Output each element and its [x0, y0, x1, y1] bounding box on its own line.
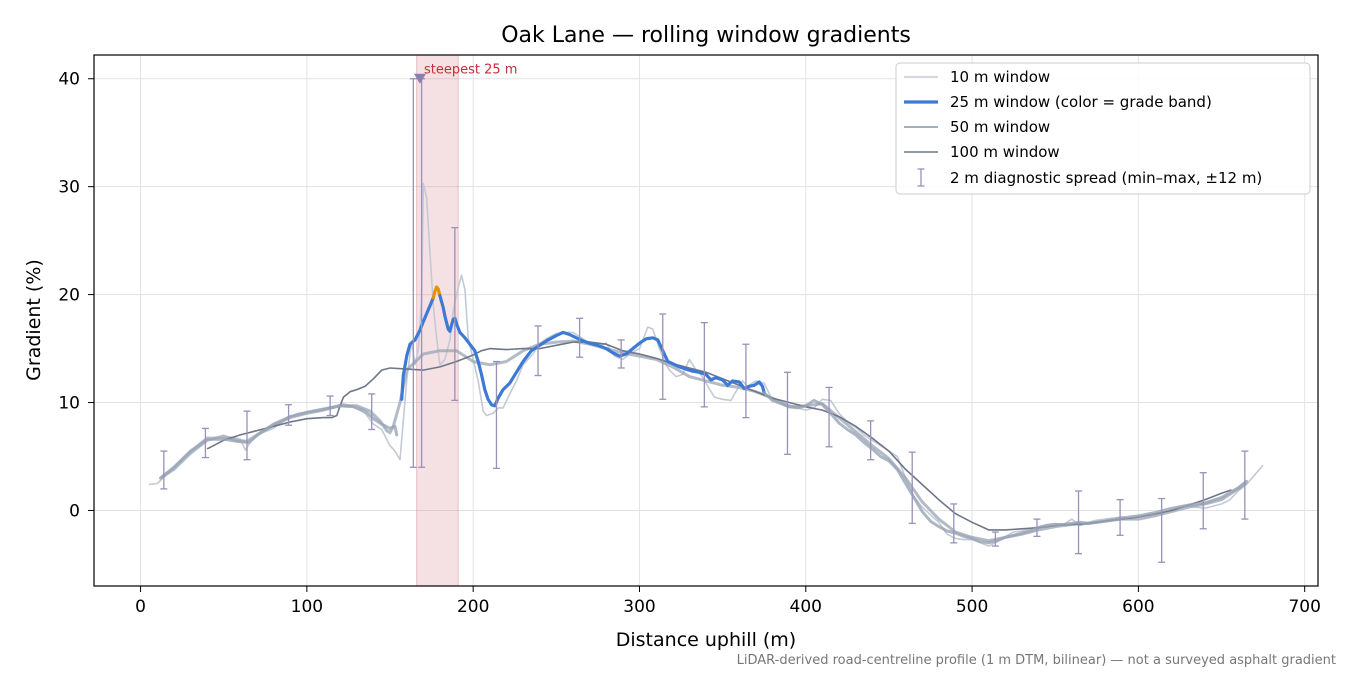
legend-label-10m: 10 m window	[950, 68, 1050, 86]
series-layer	[148, 182, 1264, 547]
series-line-25m	[438, 294, 766, 408]
x-tick-label: 400	[790, 597, 822, 617]
y-tick-label: 40	[58, 70, 80, 90]
error-bar	[285, 404, 293, 426]
x-tick-label: 700	[1288, 597, 1320, 617]
error-bar	[908, 451, 916, 525]
x-tick-label: 300	[623, 597, 655, 617]
x-tick-label: 500	[956, 597, 988, 617]
error-bar	[409, 78, 417, 468]
error-bar	[368, 393, 376, 431]
x-tick-label: 200	[457, 597, 489, 617]
error-bar	[617, 339, 625, 369]
steepest-annotation-label: steepest 25 m	[424, 63, 517, 78]
error-bar	[700, 322, 708, 408]
plot-area: steepest 25 m	[94, 54, 1318, 587]
x-tick-label: 100	[291, 597, 323, 617]
error-bar	[576, 317, 584, 358]
footnote: LiDAR-derived road-centreline profile (1…	[737, 653, 1336, 668]
error-bar	[1116, 499, 1124, 536]
error-bar	[1158, 497, 1166, 563]
legend-box	[895, 62, 1311, 195]
series-line-25m	[762, 391, 1248, 545]
series-line-25m	[159, 404, 399, 480]
y-tick-label: 20	[58, 286, 80, 306]
error-bar	[451, 227, 459, 402]
axis-ticks: 0 100 200 300 400 500 600 700 0 10 20 30 40	[58, 70, 1321, 617]
y-tick-label: 30	[58, 178, 80, 198]
legend-label-25m: 25 m window (color = grade band)	[950, 93, 1212, 111]
error-bar	[1199, 472, 1207, 530]
error-bar	[825, 386, 833, 448]
error-bar	[1075, 490, 1083, 555]
error-bar	[243, 410, 251, 461]
error-bar	[950, 503, 958, 544]
y-tick-label: 10	[58, 394, 80, 414]
error-bar	[201, 427, 209, 459]
y-axis-label: Gradient (%)	[23, 259, 45, 381]
legend-swatch-errorbar	[917, 168, 925, 187]
error-bar	[1241, 450, 1249, 520]
error-bar	[326, 395, 334, 417]
error-bar	[492, 360, 500, 470]
legend: 10 m window 25 m window (color = grade b…	[895, 62, 1311, 195]
x-axis-label: Distance uphill (m)	[616, 629, 796, 651]
steepest-marker-triangle	[413, 73, 426, 84]
x-tick-label: 0	[135, 597, 146, 617]
series-line-25m	[400, 296, 435, 401]
error-bar	[991, 531, 999, 547]
error-bar	[534, 325, 542, 377]
legend-label-50m: 50 m window	[950, 118, 1050, 136]
series-line-25m-steep	[431, 285, 442, 300]
error-bar	[783, 371, 791, 455]
error-bars	[160, 78, 1249, 563]
chart-title: Oak Lane — rolling window gradients	[501, 23, 911, 48]
error-bar	[742, 343, 750, 419]
x-tick-label: 600	[1122, 597, 1154, 617]
plot-frame	[93, 54, 1319, 587]
y-tick-label: 0	[69, 501, 80, 521]
error-bar	[659, 313, 667, 400]
legend-label-100m: 100 m window	[950, 143, 1060, 161]
error-bar	[867, 420, 875, 461]
error-bar	[160, 450, 168, 490]
legend-label-errorbar: 2 m diagnostic spread (min–max, ±12 m)	[950, 169, 1262, 187]
error-bar	[1033, 518, 1041, 538]
annotation-layer: steepest 25 m	[413, 63, 517, 84]
